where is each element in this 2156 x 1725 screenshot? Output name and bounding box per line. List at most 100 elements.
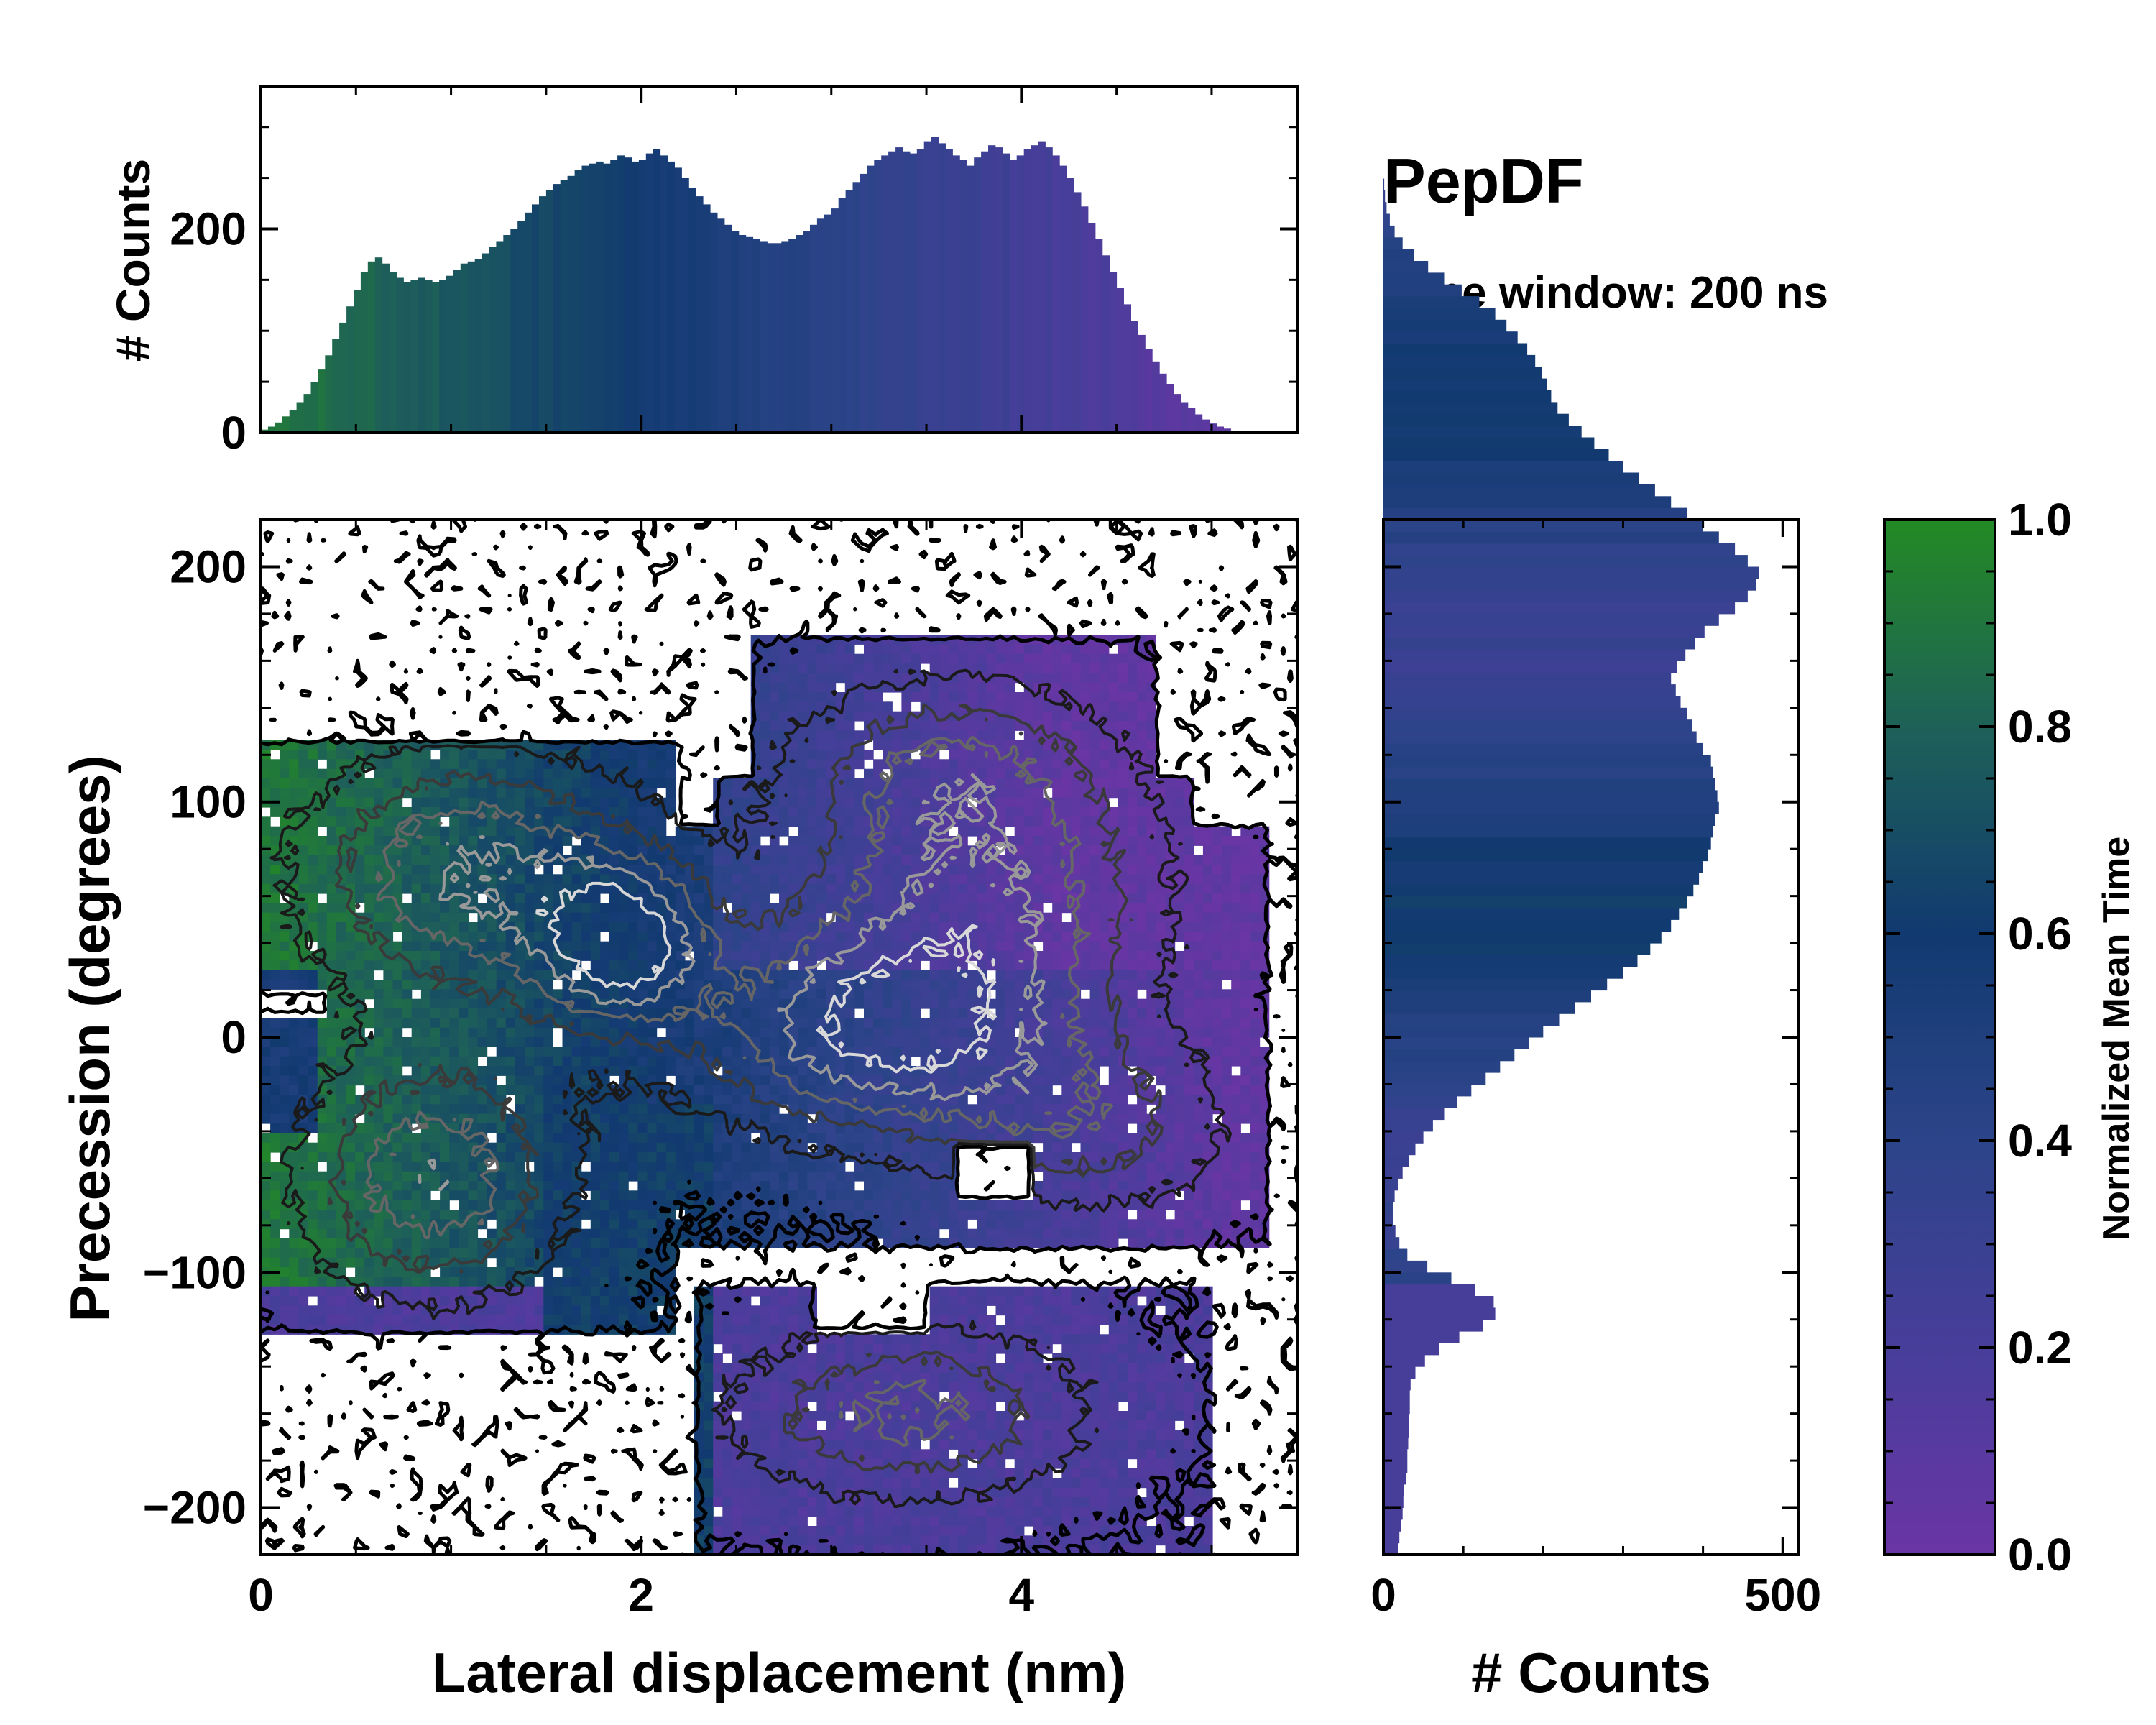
heatmap-cell (355, 1152, 365, 1162)
heatmap-cell (430, 1104, 441, 1114)
heatmap-cell (440, 1028, 450, 1038)
heatmap-cell (364, 1267, 374, 1277)
top-histogram-bar (632, 162, 639, 433)
heatmap-cell (261, 1057, 271, 1067)
heatmap-cell (478, 788, 488, 798)
heatmap-cell (308, 1200, 318, 1210)
heatmap-cell (355, 788, 365, 798)
heatmap-cell (619, 788, 629, 798)
heatmap-cell (648, 750, 658, 760)
heatmap-cell (543, 1190, 553, 1200)
heatmap-cell (553, 1296, 563, 1306)
heatmap-cell (609, 903, 619, 913)
heatmap-cell (261, 1152, 271, 1162)
heatmap-cell (506, 1152, 516, 1162)
top-histogram-bar (418, 278, 425, 433)
heatmap-cell (543, 1028, 553, 1038)
heatmap-cell (628, 1095, 638, 1105)
heatmap-cell (280, 1114, 290, 1124)
heatmap-cell (572, 845, 582, 855)
heatmap-cell (487, 942, 497, 952)
main-plot: 0 2 42001000−100−200 Lateral displacement … (58, 520, 1297, 1704)
heatmap-cell (412, 1200, 422, 1210)
heatmap-cell (261, 778, 271, 788)
heatmap-cell (600, 903, 610, 913)
heatmap-cell (327, 1095, 337, 1105)
heatmap-cell (468, 1248, 478, 1258)
heatmap-cell (270, 942, 280, 952)
heatmap-cell (572, 1315, 582, 1325)
heatmap-cell (355, 970, 365, 980)
heatmap-cell (581, 1037, 591, 1047)
heatmap-cell (619, 1210, 629, 1220)
heatmap-cell (280, 1258, 290, 1268)
heatmap-cell (515, 759, 525, 769)
heatmap-cell (393, 769, 403, 779)
heatmap-cell (402, 865, 413, 875)
heatmap-cell (600, 1133, 610, 1143)
heatmap-cell (355, 1258, 365, 1268)
heatmap-cell (468, 1190, 478, 1200)
heatmap-cell (515, 1046, 525, 1057)
heatmap-cell (628, 1133, 638, 1143)
heatmap-cell (261, 1066, 271, 1076)
heatmap-cell (581, 1296, 591, 1306)
heatmap-cell (572, 816, 582, 827)
heatmap-cell (478, 922, 488, 932)
heatmap-cell (393, 1238, 403, 1248)
heatmap-cell (308, 865, 318, 875)
heatmap-cell (374, 1057, 384, 1067)
heatmap-cell (440, 1238, 450, 1248)
heatmap-cell (459, 788, 469, 798)
heatmap-cell (412, 874, 422, 884)
top-histogram-bar (397, 278, 404, 433)
heatmap-cell (421, 1172, 431, 1182)
heatmap-cell (421, 1143, 431, 1153)
heatmap-cell (487, 970, 497, 980)
heatmap-cell (553, 1095, 563, 1105)
heatmap-cell (449, 1248, 459, 1258)
heatmap-cell (308, 1190, 318, 1200)
top-histogram-bar (475, 259, 482, 433)
heatmap-cell (449, 1210, 459, 1220)
heatmap-cell (402, 769, 413, 779)
heatmap-cell (430, 769, 441, 779)
heatmap-cell (506, 1066, 516, 1076)
heatmap-cell (289, 778, 299, 788)
heatmap-cell (563, 1181, 573, 1191)
heatmap-cell (383, 1181, 393, 1191)
heatmap-cell (355, 980, 365, 990)
heatmap-cell (270, 893, 280, 903)
heatmap-cell (364, 1315, 374, 1325)
heatmap-cell (459, 1229, 469, 1239)
heatmap-cell (506, 1305, 516, 1315)
heatmap-cell (543, 1075, 553, 1085)
heatmap-cell (553, 1315, 563, 1325)
heatmap-cell (563, 778, 573, 788)
heatmap-cell (270, 1172, 280, 1182)
heatmap-cell (581, 1200, 591, 1210)
top-histogram-bar (297, 402, 304, 433)
heatmap-cell (459, 1172, 469, 1182)
figure: PepDF Time window: 200 ns 0200 # Counts … (0, 0, 2156, 1725)
heatmap-cell (336, 951, 346, 961)
heatmap-cell (270, 1114, 280, 1124)
heatmap-cell (449, 903, 459, 913)
heatmap-cell (270, 960, 280, 970)
heatmap-cell (591, 750, 601, 760)
heatmap-cell (318, 922, 328, 932)
heatmap-cell (468, 1172, 478, 1182)
heatmap-cell (383, 778, 393, 788)
heatmap-cell (553, 1258, 563, 1268)
heatmap-cell (600, 1287, 610, 1297)
heatmap-cell (374, 1114, 384, 1124)
heatmap-cell (543, 1057, 553, 1067)
heatmap-cell (327, 836, 337, 846)
heatmap-cell (619, 1248, 629, 1258)
heatmap-cell (468, 1181, 478, 1191)
heatmap-cell (534, 1114, 544, 1124)
top-histogram-bar (995, 147, 1003, 433)
heatmap-cell (346, 951, 356, 961)
heatmap-cell (421, 1181, 431, 1191)
heatmap-cell (506, 788, 516, 798)
